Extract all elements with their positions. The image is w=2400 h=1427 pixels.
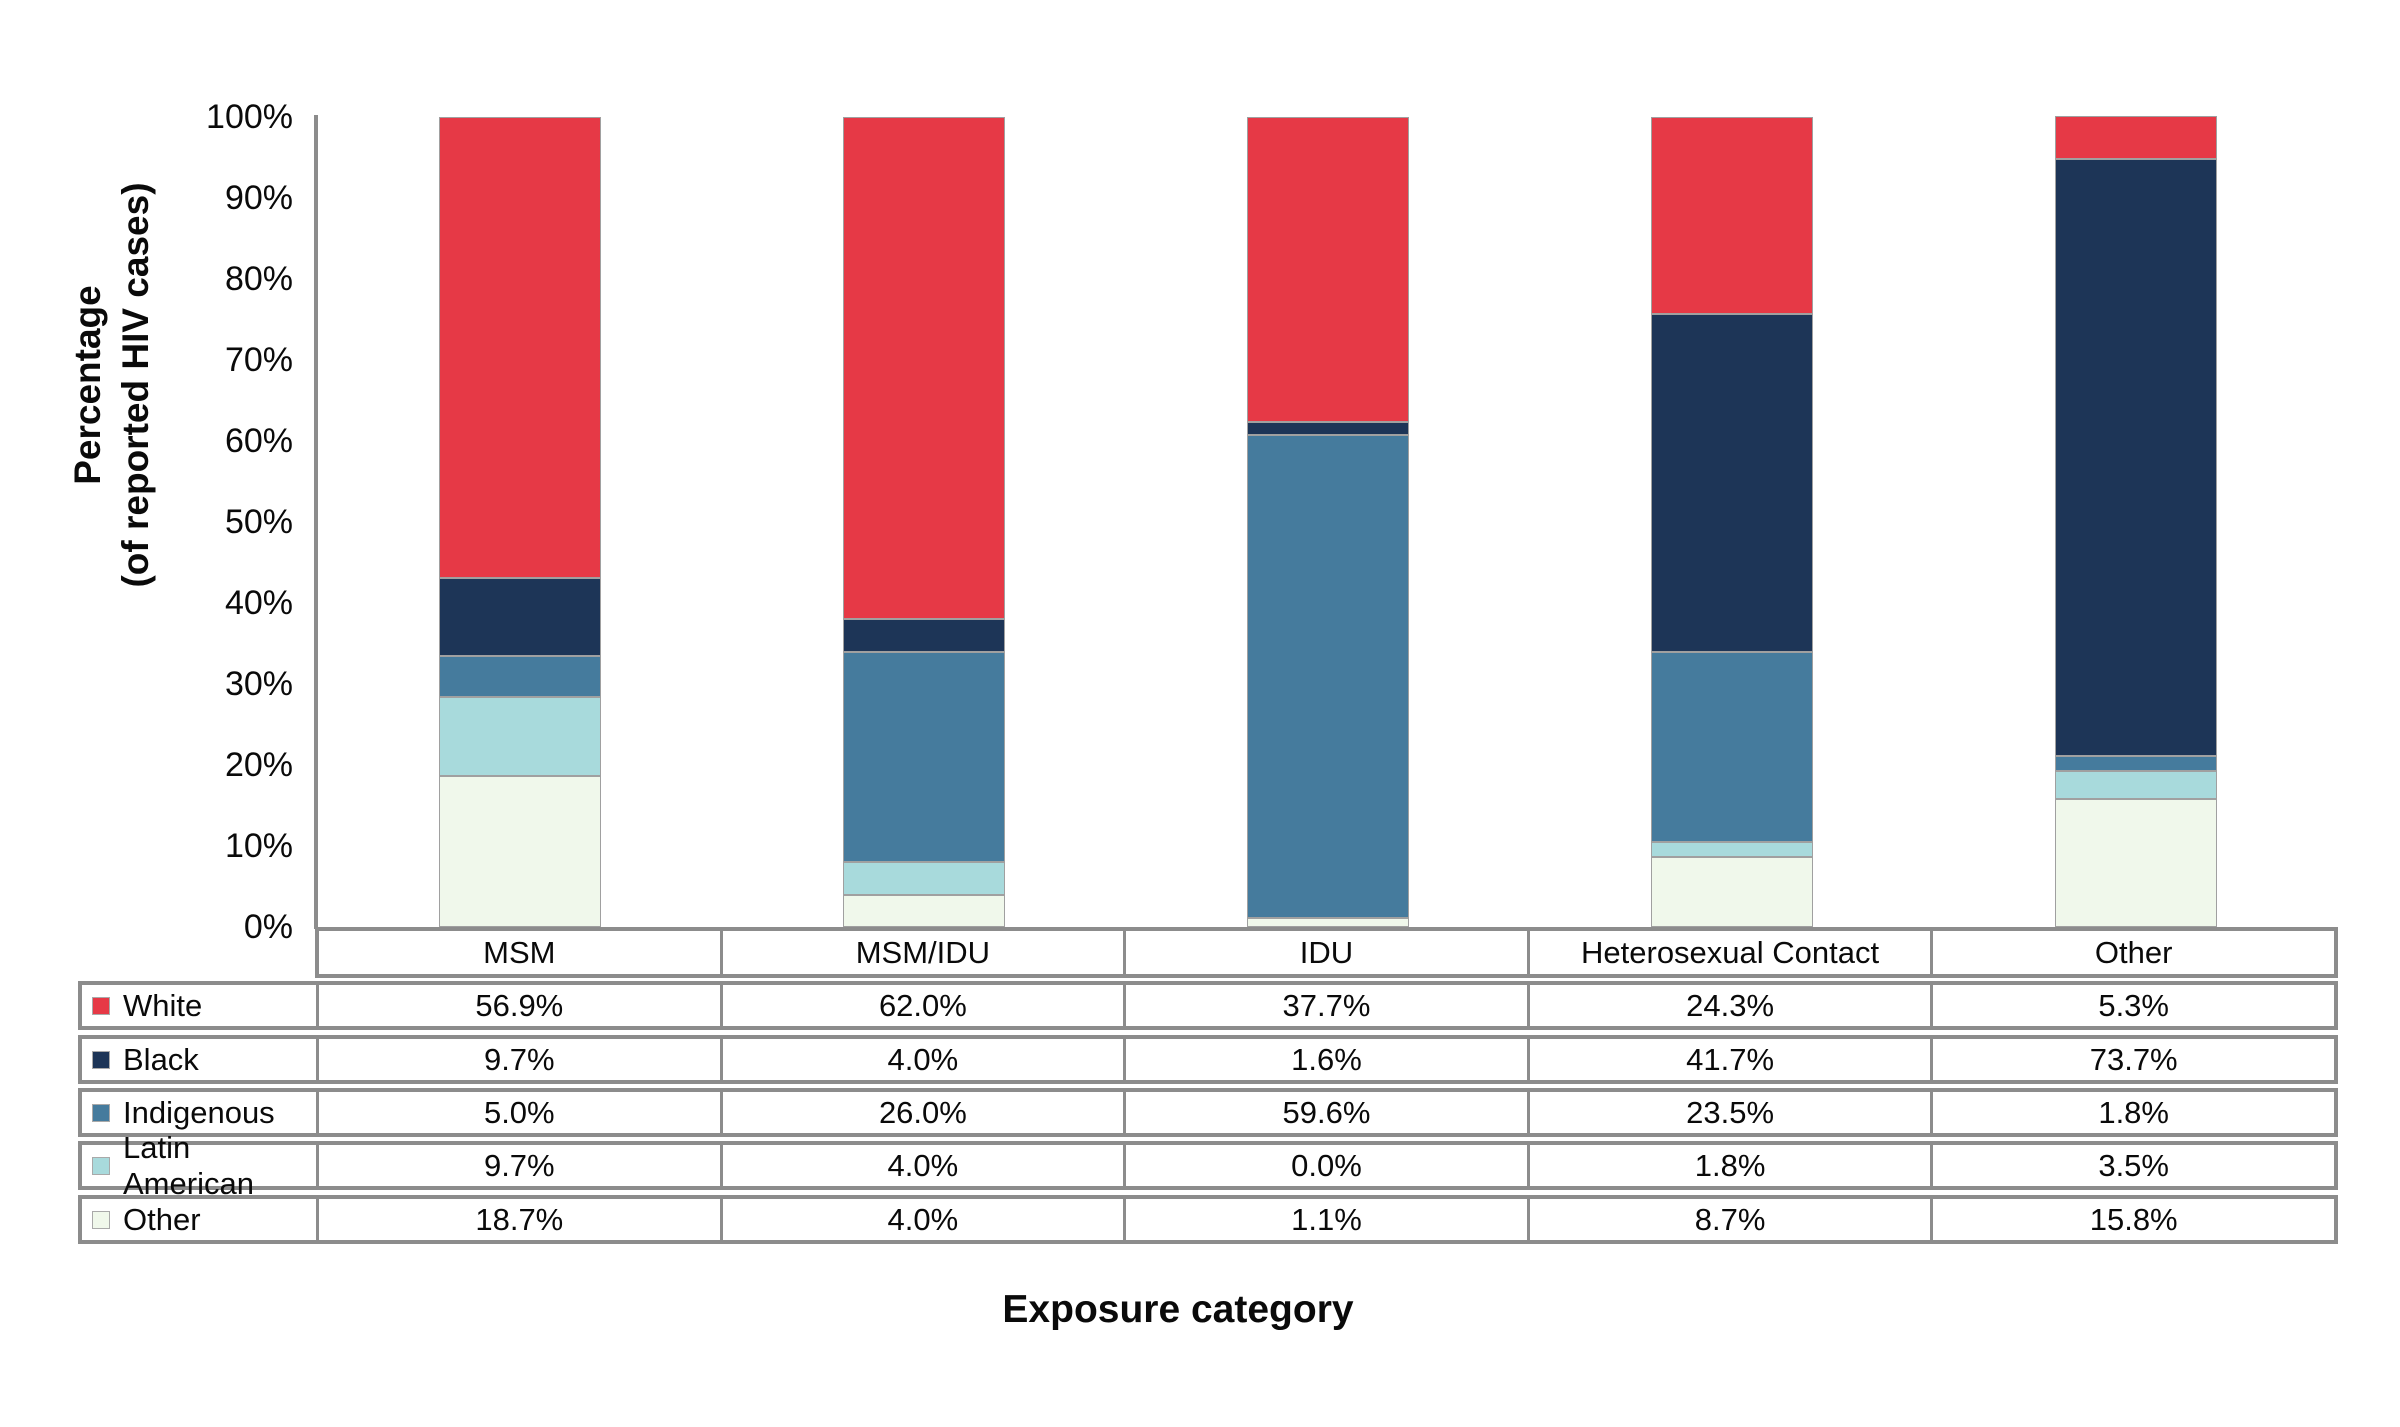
legend-label: Latin American [123,1129,254,1201]
legend-cell-other: Other [82,1199,319,1240]
category-header-heterosexual-contact: Heterosexual Contact [1530,931,1934,974]
bar-segment-other [1651,856,1813,927]
y-axis-line [314,115,318,929]
bar-segment-indigenous [2055,756,2217,771]
y-tick-label: 10% [224,827,293,865]
plot-area [318,116,2338,927]
legend-cell-indigenous: Indigenous [82,1092,319,1133]
x-axis-title: Exposure category [1002,1288,1354,1331]
value-cell-other-msm-idu: 4.0% [723,1199,1127,1240]
bar-segment-black [2055,159,2217,757]
bar-segment-white [1651,117,1813,314]
y-tick-label: 90% [224,179,293,217]
y-tick-label: 70% [224,341,293,379]
bar-segment-indigenous [843,651,1005,863]
bar-segment-other [843,894,1005,927]
value-cell-black-msm-idu: 4.0% [723,1039,1127,1080]
bar-segment-white [2055,116,2217,160]
y-tick-label: 30% [224,665,293,703]
y-tick-label: 100% [206,98,293,136]
legend-label: White [123,987,203,1023]
bar-segment-white [439,117,601,578]
legend-cell-latin-american: Latin American [82,1130,319,1201]
value-cell-white-msm: 56.9% [319,985,723,1026]
legend-swatch-latin-american [92,1156,110,1175]
legend-swatch-white [92,996,110,1015]
value-cell-black-heterosexual-contact: 41.7% [1530,1039,1934,1080]
y-tick-label: 0% [243,908,293,946]
value-cell-black-idu: 1.6% [1126,1039,1530,1080]
legend-label: Other [123,1201,201,1237]
bar-segment-indigenous [1651,651,1813,842]
category-header-msm: MSM [319,931,723,974]
bar-segment-black [439,577,601,657]
y-tick-label: 40% [224,584,293,622]
bar-segment-indigenous [439,656,601,697]
y-tick-label: 50% [224,503,293,541]
value-cell-latin-american-msm: 9.7% [319,1145,723,1186]
bar-segment-other [1247,918,1409,927]
bar-segment-latin-american [2055,770,2217,800]
value-cell-white-idu: 37.7% [1126,985,1530,1026]
value-cell-white-msm-idu: 62.0% [723,985,1127,1026]
value-cell-other-heterosexual-contact: 8.7% [1530,1199,1934,1240]
bar-segment-latin-american [1651,841,1813,857]
value-cell-other-msm: 18.7% [319,1199,723,1240]
legend-cell-black: Black [82,1039,319,1080]
y-tick-label: 80% [224,260,293,298]
value-cell-latin-american-msm-idu: 4.0% [723,1145,1127,1186]
table-row-other: Other 18.7% 4.0% 1.1% 8.7% 15.8% [78,1195,2338,1244]
y-tick-label: 20% [224,746,293,784]
value-cell-white-heterosexual-contact: 24.3% [1530,985,1934,1026]
bar-segment-black [1247,422,1409,436]
value-cell-white-other: 5.3% [2098,987,2169,1023]
value-cell-indigenous-heterosexual-contact: 23.5% [1530,1092,1934,1133]
value-cell-black-msm: 9.7% [319,1039,723,1080]
bar-segment-black [843,619,1005,652]
value-cell-black-other: 73.7% [2089,1041,2178,1077]
value-cell-latin-american-heterosexual-contact: 1.8% [1530,1145,1934,1186]
value-cell-indigenous-idu: 59.6% [1126,1092,1530,1133]
bar-segment-latin-american [439,696,601,776]
y-tick-label: 60% [224,422,293,460]
table-row-black: Black 9.7% 4.0% 1.6% 41.7% 73.7% [78,1035,2338,1084]
table-row-indigenous: Indigenous 5.0% 26.0% 59.6% 23.5% 1.8% [78,1088,2338,1137]
value-cell-latin-american-idu: 0.0% [1126,1145,1530,1186]
value-cell-indigenous-msm: 5.0% [319,1092,723,1133]
table-row-white: White 56.9% 62.0% 37.7% 24.3% 5.3% [78,981,2338,1030]
bar-segment-latin-american [843,862,1005,895]
category-header-other: Other [2094,934,2173,970]
category-header-idu: IDU [1126,931,1530,974]
category-header-row: MSM MSM/IDU IDU Heterosexual Contact Other [315,927,2338,978]
legend-swatch-indigenous [92,1103,110,1122]
value-cell-other-idu: 1.1% [1126,1199,1530,1240]
legend-label: Indigenous [123,1094,275,1130]
bar-segment-white [1247,117,1409,423]
bar-segment-white [843,117,1005,620]
bar-segment-other [439,775,601,927]
table-row-latin-american: Latin American 9.7% 4.0% 0.0% 1.8% 3.5% [78,1130,2338,1201]
value-cell-other-other: 15.8% [2089,1201,2178,1237]
bar-segment-black [1651,313,1813,652]
legend-label: Black [123,1041,199,1077]
legend-swatch-other [92,1210,110,1229]
value-cell-indigenous-other: 1.8% [2098,1094,2169,1130]
value-cell-indigenous-msm-idu: 26.0% [723,1092,1127,1133]
legend-swatch-black [92,1050,110,1069]
bar-segment-indigenous [1247,435,1409,919]
category-header-msm-idu: MSM/IDU [723,931,1127,974]
bar-segment-other [2055,799,2217,927]
value-cell-latin-american-other: 3.5% [2098,1147,2169,1183]
legend-cell-white: White [82,985,319,1026]
